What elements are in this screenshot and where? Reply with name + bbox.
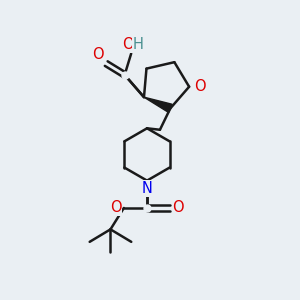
Text: O: O <box>110 200 122 215</box>
Text: O: O <box>172 200 184 215</box>
Text: O: O <box>92 47 104 62</box>
Text: H: H <box>132 37 143 52</box>
Text: N: N <box>142 181 152 196</box>
Text: O: O <box>194 79 206 94</box>
Text: O: O <box>122 37 134 52</box>
Polygon shape <box>144 97 172 112</box>
